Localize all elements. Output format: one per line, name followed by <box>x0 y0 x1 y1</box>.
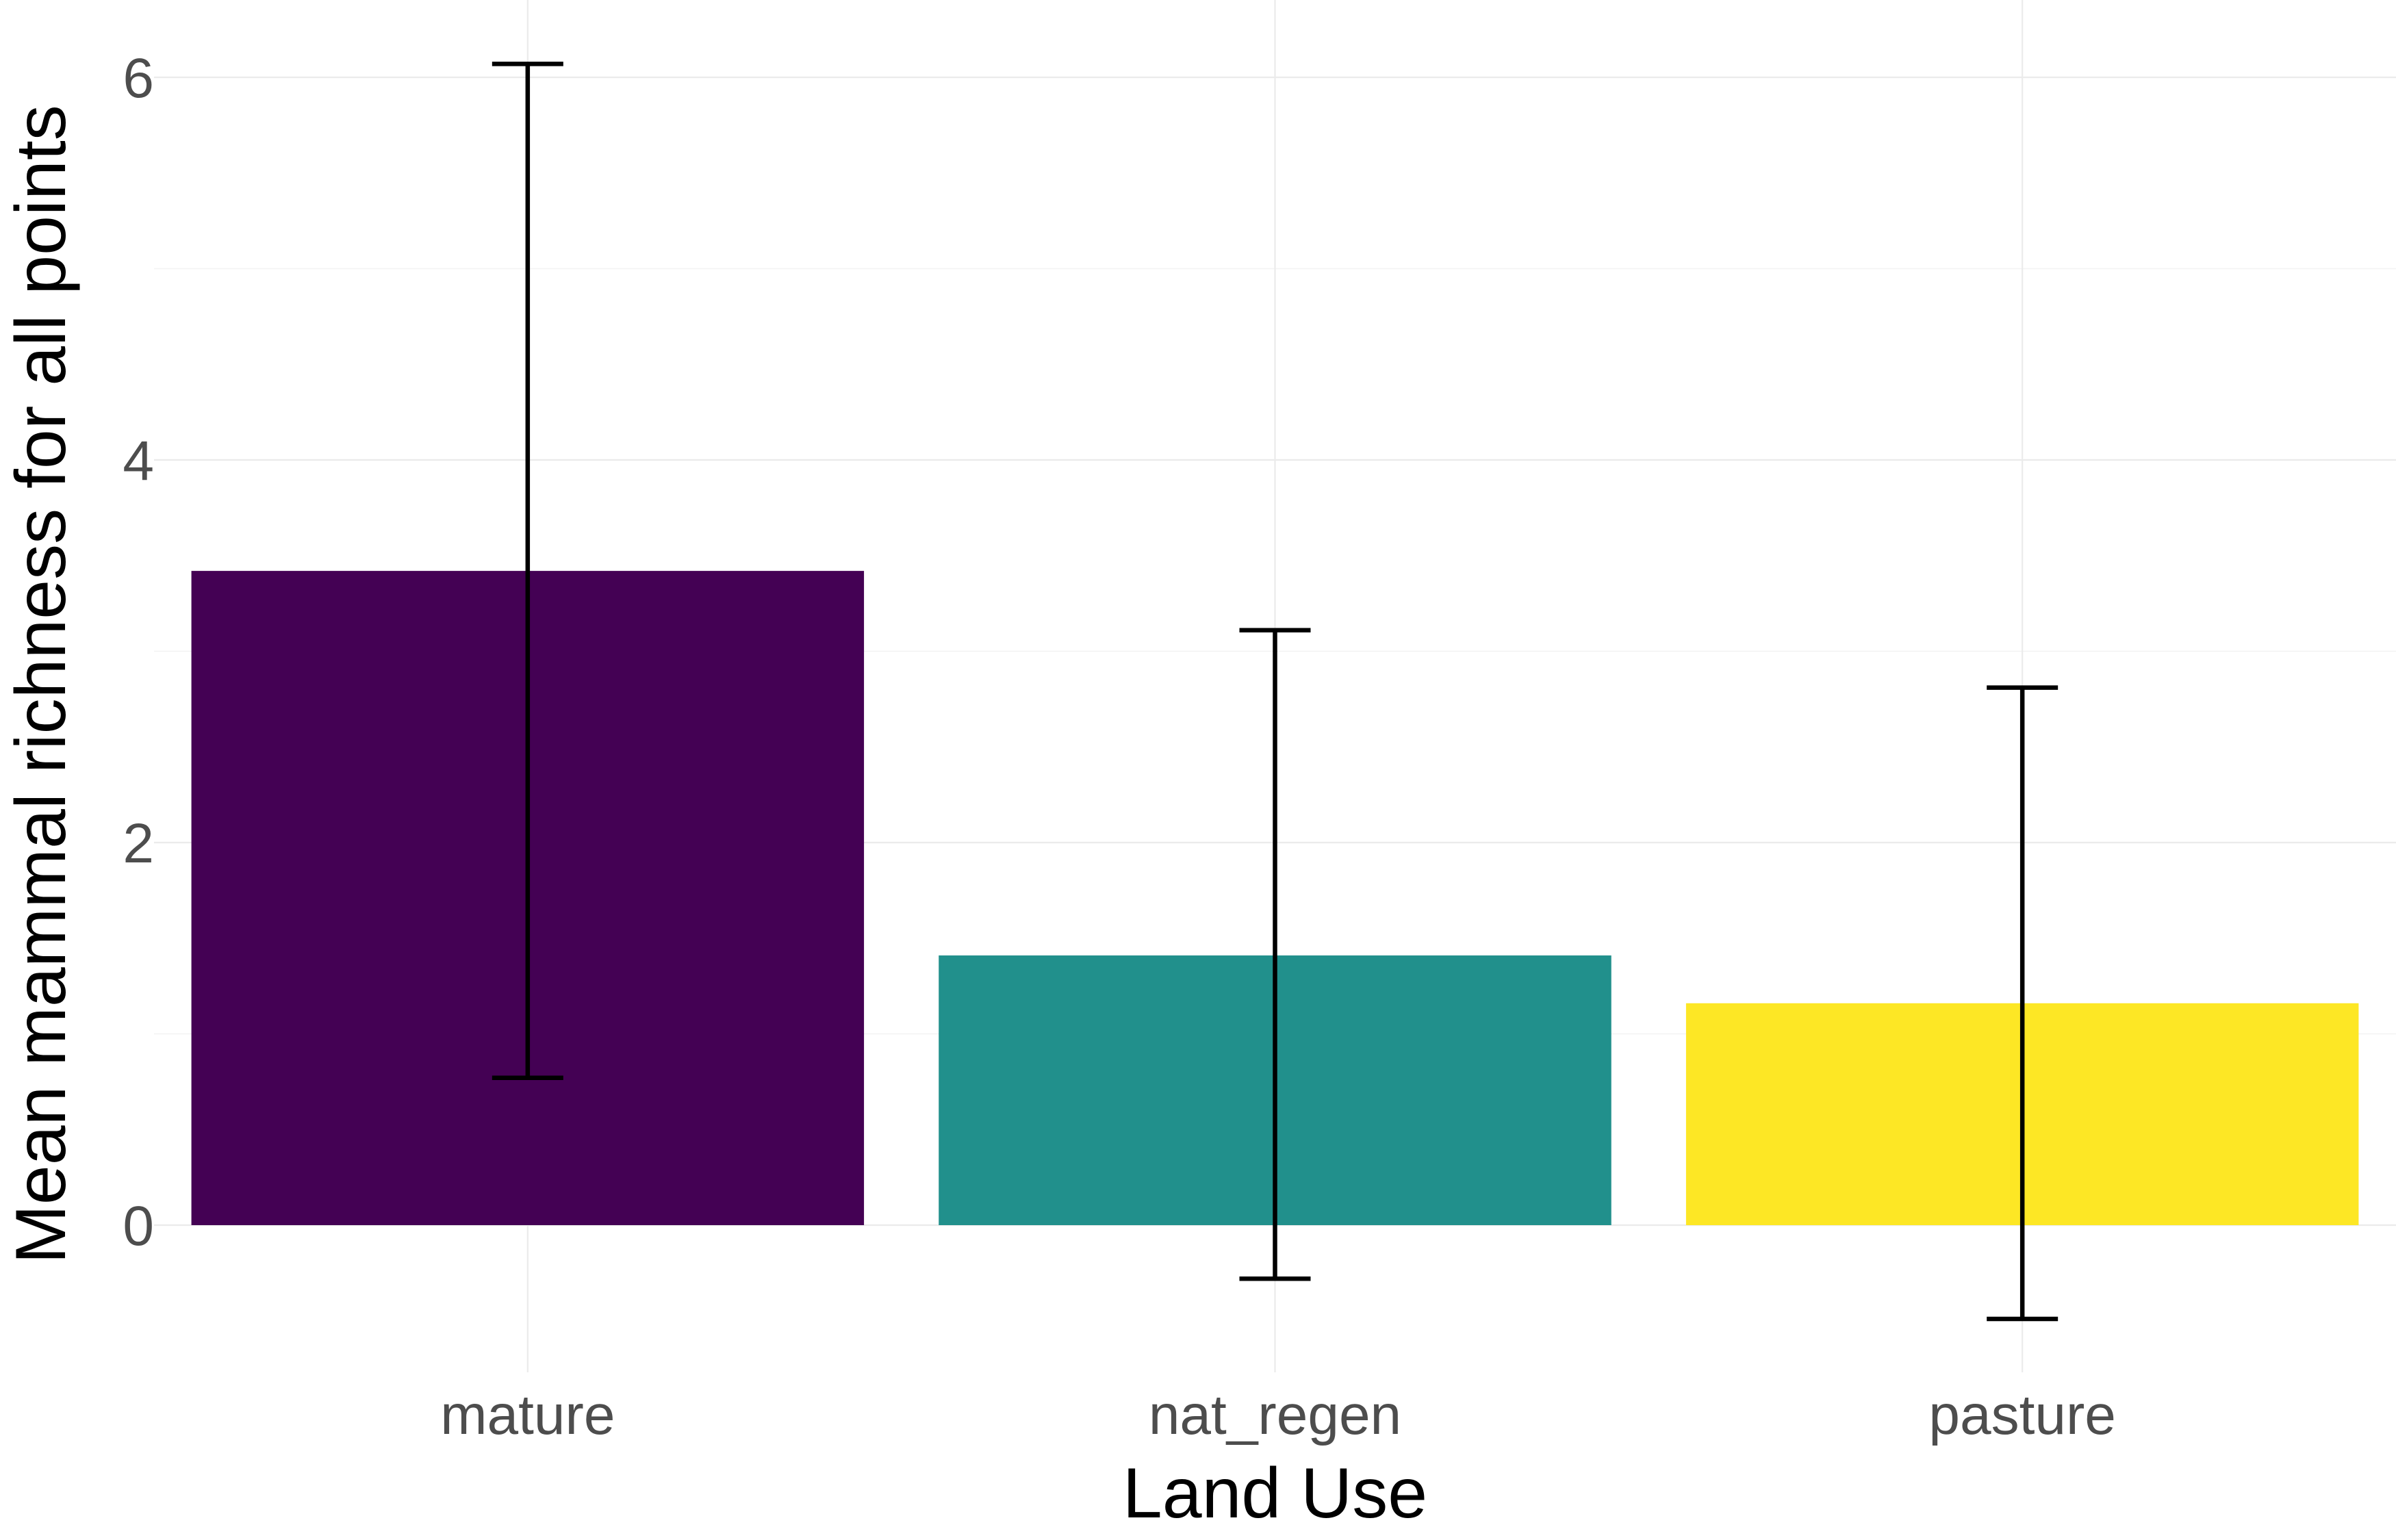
error-bar-mature <box>492 62 563 1081</box>
x-tick-label: nat_regen <box>1149 1384 1401 1446</box>
y-tick-label: 4 <box>123 430 154 492</box>
error-bar-pasture <box>1987 685 2059 1322</box>
y-tick-label: 0 <box>123 1195 154 1257</box>
y-tick-label: 6 <box>123 47 154 110</box>
x-axis-title: Land Use <box>1123 1454 1427 1533</box>
y-axis-title: Mean mammal richness for all points <box>1 105 81 1264</box>
x-tick-label: mature <box>440 1384 615 1446</box>
y-axis-ticks: 0 2 4 6 <box>123 47 154 1257</box>
x-tick-label: pasture <box>1928 1384 2116 1446</box>
x-axis-ticks: mature nat_regen pasture <box>440 1384 2116 1446</box>
error-bar-nat_regen <box>1239 628 1311 1281</box>
error-bars <box>492 62 2059 1322</box>
y-tick-label: 2 <box>123 812 154 875</box>
